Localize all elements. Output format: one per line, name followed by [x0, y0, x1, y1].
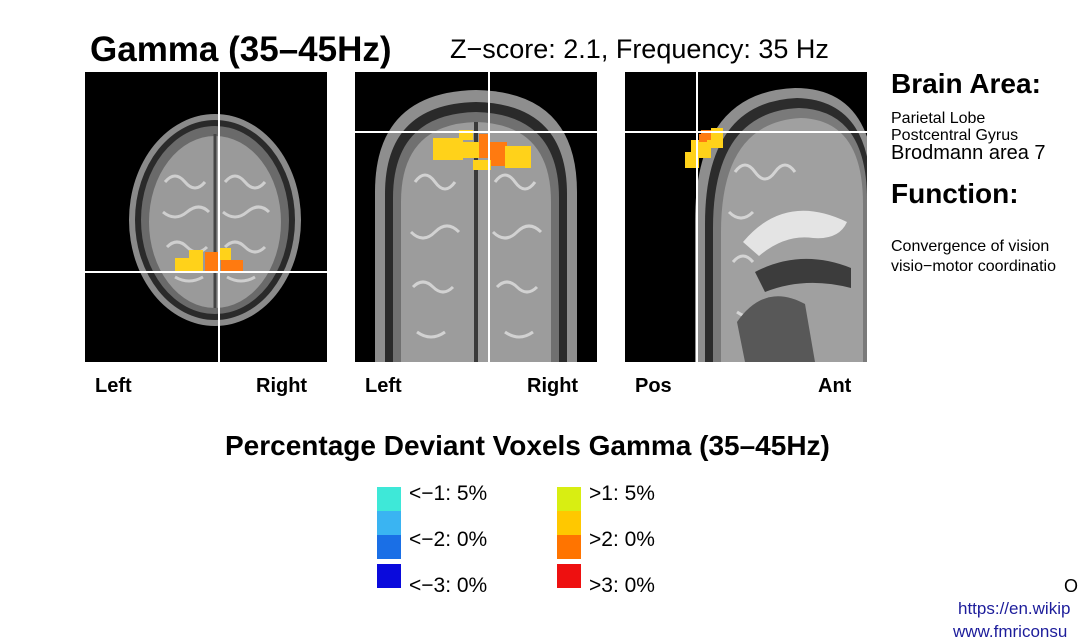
- coronal-left-label: Left: [365, 375, 402, 397]
- footer-link-fmriconsult[interactable]: www.fmriconsu: [953, 622, 1068, 641]
- brain-area-brodmann: Brodmann area 7: [891, 142, 1046, 164]
- legend-swatch-pos1b: [557, 511, 581, 535]
- function-description-line2: visio−motor coordinatio: [891, 258, 1056, 275]
- axial-activation-cluster: [175, 248, 243, 272]
- legend-swatch-neg2: [377, 535, 401, 559]
- legend-swatch-neg1: [377, 487, 401, 511]
- function-description-line1: Convergence of vision: [891, 238, 1050, 255]
- axial-brain-image: [85, 72, 327, 362]
- coronal-brain-image: [355, 72, 597, 362]
- function-heading: Function:: [891, 178, 1019, 209]
- page-title: Gamma (35–45Hz): [90, 30, 392, 69]
- legend-label-pos1: >1: 5%: [589, 482, 655, 505]
- legend-swatch-pos1: [557, 487, 581, 511]
- sagittal-posterior-label: Pos: [635, 375, 672, 397]
- legend-title: Percentage Deviant Voxels Gamma (35–45Hz…: [225, 430, 830, 461]
- sagittal-scan-view: [625, 72, 867, 362]
- footer-link-wikipedia[interactable]: https://en.wikip: [958, 599, 1071, 618]
- legend-label-pos3: >3: 0%: [589, 574, 655, 597]
- legend-swatch-neg3: [377, 564, 401, 588]
- footer-text-fragment: O: [1064, 576, 1079, 596]
- legend-swatch-pos3: [557, 564, 581, 588]
- zscore-frequency-subtitle: Z−score: 2.1, Frequency: 35 Hz: [450, 34, 829, 64]
- brain-area-lobe: Parietal Lobe: [891, 110, 986, 127]
- axial-right-label: Right: [256, 375, 308, 397]
- axial-left-label: Left: [95, 375, 132, 397]
- axial-scan-view: [85, 72, 327, 362]
- coronal-scan-view: [355, 72, 597, 362]
- legend-label-neg1: <−1: 5%: [409, 482, 488, 505]
- sagittal-anterior-label: Ant: [818, 375, 852, 397]
- brain-area-heading: Brain Area:: [891, 68, 1041, 99]
- sagittal-brain-image: [625, 72, 867, 362]
- coronal-activation-cluster: [433, 130, 531, 170]
- legend-label-neg3: <−3: 0%: [409, 574, 488, 597]
- legend-label-neg2: <−2: 0%: [409, 528, 488, 551]
- legend-label-pos2: >2: 0%: [589, 528, 655, 551]
- legend-swatch-neg1b: [377, 511, 401, 535]
- coronal-right-label: Right: [527, 375, 579, 397]
- legend-swatch-pos2: [557, 535, 581, 559]
- brain-area-gyrus: Postcentral Gyrus: [891, 127, 1019, 144]
